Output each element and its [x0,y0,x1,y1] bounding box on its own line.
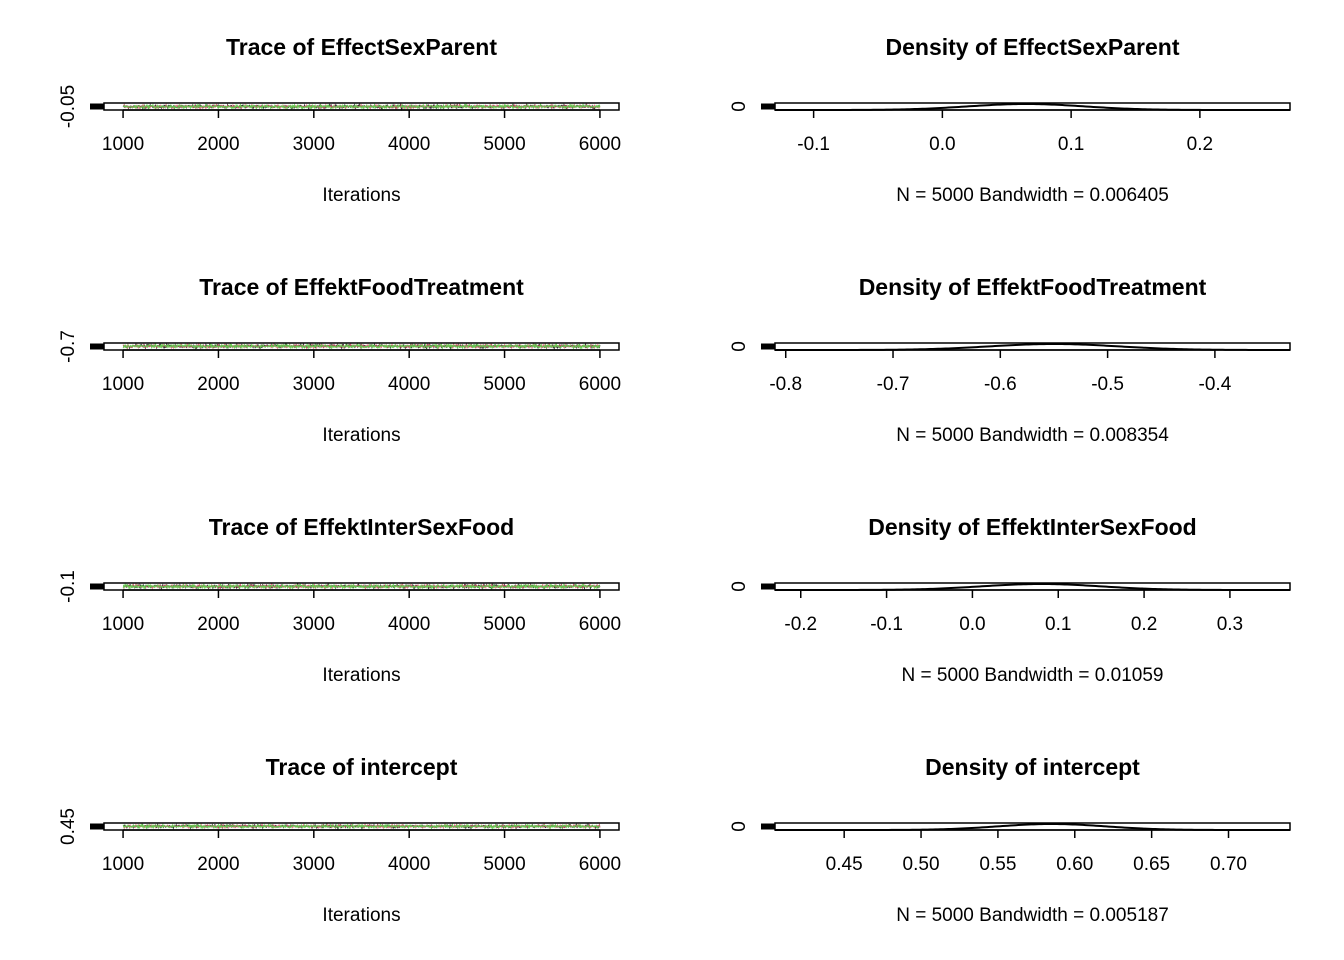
trace-panel-4: Trace of intercept 0.45 1000 2000 3000 4000 50… [58,754,621,926]
x-tick-label: -0.7 [877,374,910,395]
panel-title: Trace of EffektFoodTreatment [199,274,524,300]
y-tick-label: -0.7 [58,330,79,363]
y-tick-label: 0 [729,821,750,832]
panel-title: Trace of EffektInterSexFood [209,514,514,540]
density-panel-2: Density of EffektFoodTreatment 0 -0.8 -0.7 -… [729,274,1291,446]
trace-panel-2: Trace of EffektFoodTreatment -0.7 1000 2000… [58,274,621,446]
x-tick-label: 0.45 [826,854,863,875]
density-panel-1: Density of EffectSexParent 0 -0.1 0.0 0.1 0.2… [729,34,1291,206]
x-tick-label: 2000 [197,854,239,875]
x-axis-label: N = 5000 Bandwidth = 0.005187 [896,905,1169,926]
x-tick-label: 3000 [293,374,335,395]
x-tick-label: 0.3 [1217,614,1243,635]
x-tick-label: 2000 [197,374,239,395]
trace-series-3 [122,102,601,111]
x-tick-label: 0.50 [903,854,940,875]
x-tick-label: 4000 [388,854,430,875]
x-tick-label: 0.1 [1045,614,1071,635]
x-tick-label: 6000 [579,854,621,875]
x-axis-label: N = 5000 Bandwidth = 0.008354 [896,425,1169,446]
density-panel-4: Density of intercept 0 0.45 0.50 0.55 0.60 0.6… [729,754,1291,926]
panel-title: Trace of EffectSexParent [226,34,497,60]
x-tick-label: -0.2 [784,614,817,635]
x-axis-label: N = 5000 Bandwidth = 0.01059 [902,665,1164,686]
y-tick-label: 0 [729,581,750,592]
x-axis-label: Iterations [322,905,400,926]
x-tick-label: 1000 [102,614,144,635]
trace-panel-3: Trace of EffektInterSexFood -0.1 1000 2000 3… [58,514,621,686]
x-tick-label: 6000 [579,134,621,155]
x-tick-label: 4000 [388,134,430,155]
x-tick-label: 3000 [293,614,335,635]
x-axis-label: Iterations [322,185,400,206]
panel-title: Trace of intercept [266,754,458,780]
x-tick-label: 2000 [197,614,239,635]
x-tick-label: 4000 [388,614,430,635]
x-tick-label: 5000 [483,134,525,155]
y-tick-label: -0.05 [58,85,79,128]
x-tick-label: 2000 [197,134,239,155]
x-tick-label: 0.1 [1058,134,1084,155]
x-tick-label: 3000 [293,854,335,875]
x-tick-label: 1000 [102,854,144,875]
x-tick-label: 5000 [483,614,525,635]
density-curve [775,102,1290,111]
density-curve [775,822,1290,831]
y-tick-label: -0.1 [58,570,79,603]
x-tick-label: 1000 [102,134,144,155]
x-tick-label: -0.4 [1199,374,1232,395]
x-tick-label: 6000 [579,614,621,635]
trace-series-3 [122,582,601,591]
x-tick-label: 0.2 [1131,614,1157,635]
x-tick-label: 0.55 [979,854,1016,875]
trace-series-3 [122,341,601,350]
trace-series-3 [122,822,601,831]
x-tick-label: -0.1 [797,134,830,155]
y-tick-label: 0 [729,341,750,352]
x-tick-label: 3000 [293,134,335,155]
panel-title: Density of EffectSexParent [886,34,1180,60]
x-axis-label: Iterations [322,665,400,686]
x-axis-label: Iterations [322,425,400,446]
panel-title: Density of EffektInterSexFood [868,514,1196,540]
x-tick-label: -0.8 [769,374,802,395]
y-tick-label: 0.45 [58,808,79,845]
panel-title: Density of intercept [925,754,1140,780]
x-tick-label: 5000 [483,854,525,875]
x-tick-label: 0.70 [1210,854,1247,875]
trace-panel-1: Trace of EffectSexParent -0.05 1000 2000 300… [58,34,621,206]
density-curve [775,583,1290,591]
x-tick-label: 4000 [388,374,430,395]
x-tick-label: 0.2 [1187,134,1213,155]
x-tick-label: -0.5 [1091,374,1124,395]
x-tick-label: 0.65 [1133,854,1170,875]
x-tick-label: 1000 [102,374,144,395]
x-tick-label: 0.0 [959,614,985,635]
x-tick-label: 0.60 [1056,854,1093,875]
panel-title: Density of EffektFoodTreatment [859,274,1207,300]
density-curve [775,343,1290,351]
x-tick-label: 6000 [579,374,621,395]
x-tick-label: 5000 [483,374,525,395]
x-tick-label: -0.6 [984,374,1017,395]
x-tick-label: 0.0 [929,134,955,155]
x-tick-label: -0.1 [870,614,903,635]
x-axis-label: N = 5000 Bandwidth = 0.006405 [896,185,1169,206]
density-panel-3: Density of EffektInterSexFood 0 -0.2 -0.1 0.… [729,514,1291,686]
y-tick-label: 0 [729,101,750,112]
